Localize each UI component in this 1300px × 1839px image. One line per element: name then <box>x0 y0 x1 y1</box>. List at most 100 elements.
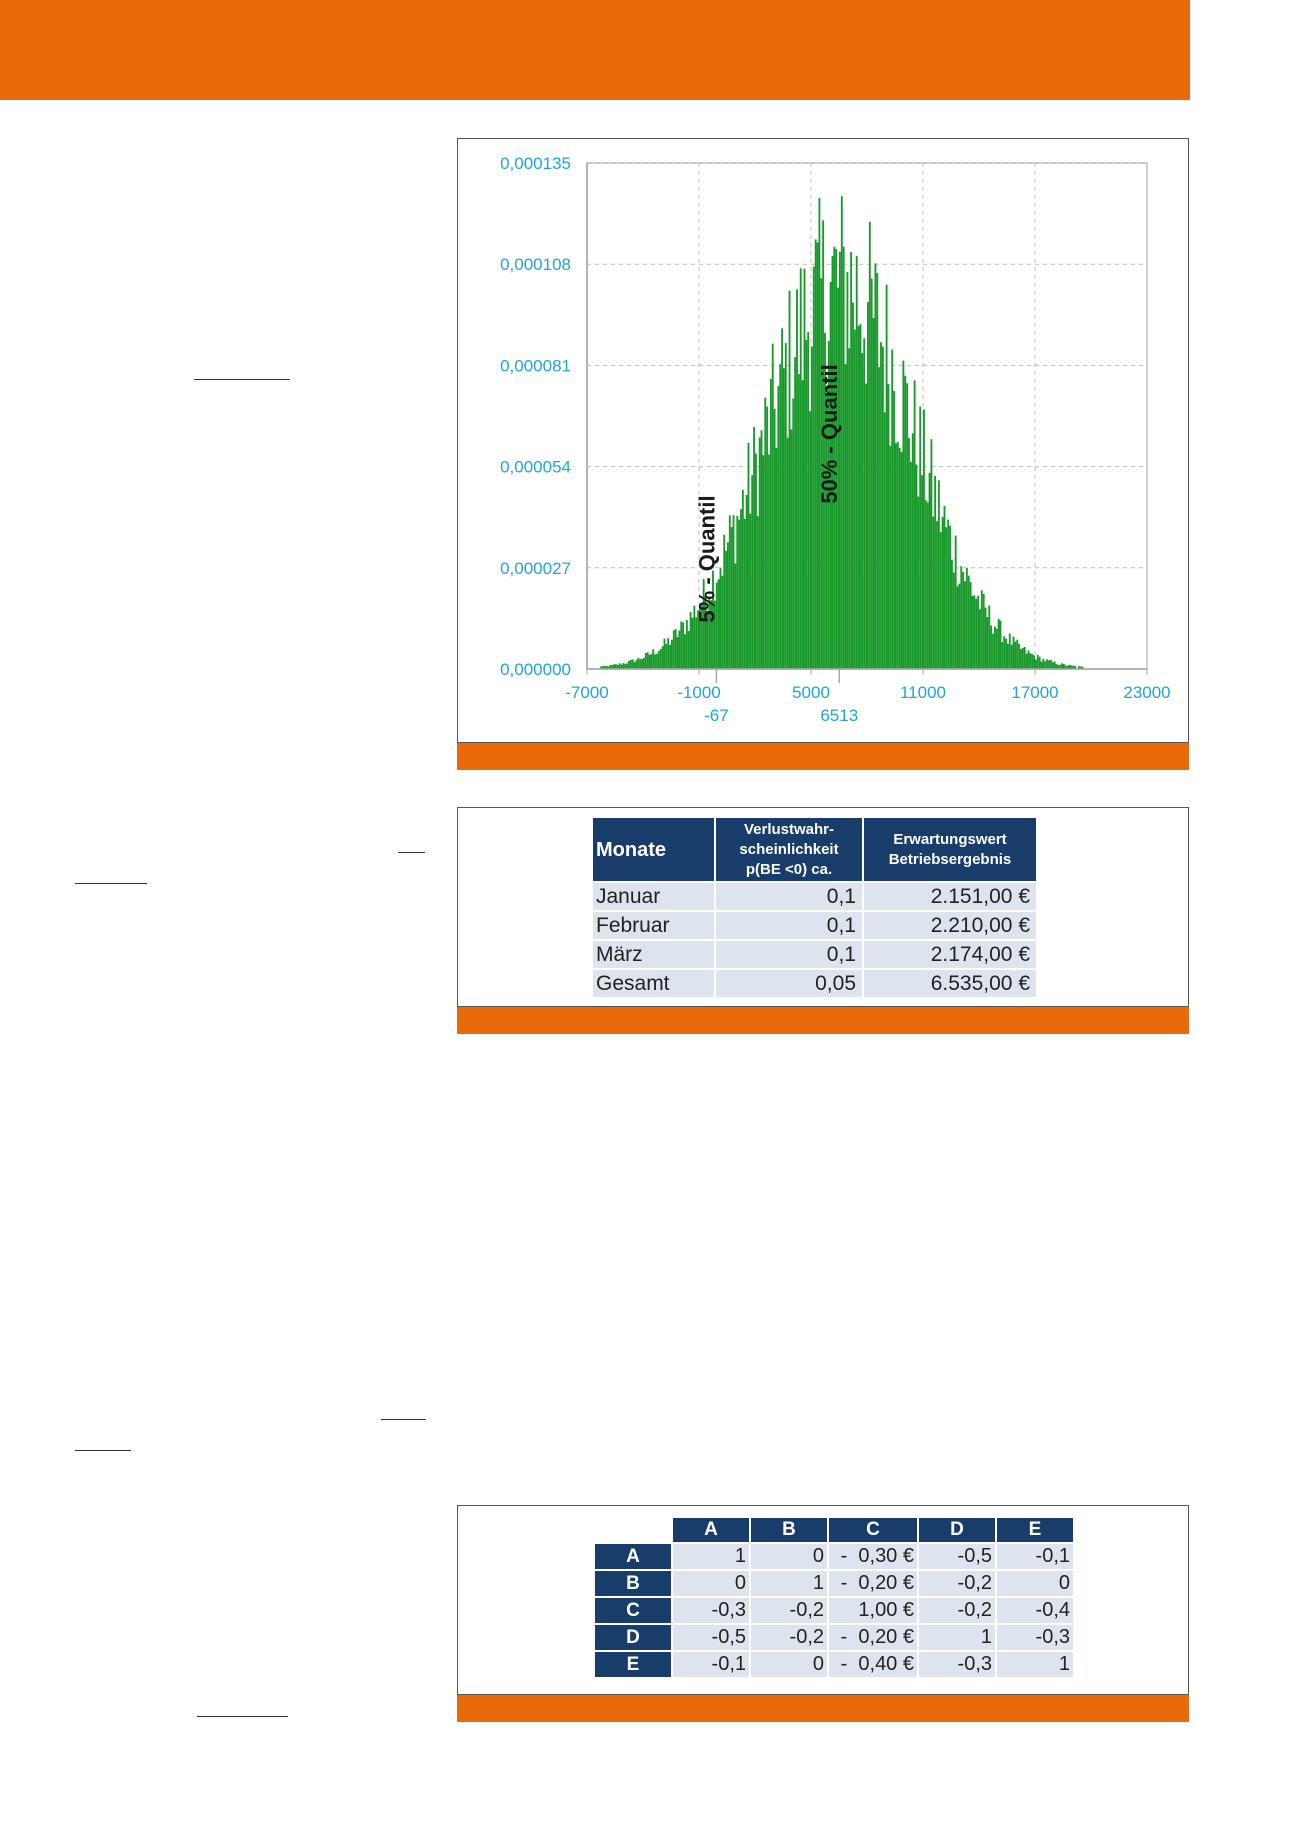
table-row: D -0,5 -0,2 - 0,20 € 1 -0,3 <box>595 1625 1073 1650</box>
histogram-bar <box>1020 648 1022 669</box>
histogram-bar <box>960 566 963 669</box>
corner-cell <box>595 1518 671 1542</box>
histogram-bar <box>993 626 996 669</box>
histogram-bar <box>844 364 847 669</box>
x-tick-label: -1000 <box>677 683 720 702</box>
histogram-bar <box>1027 650 1030 669</box>
histogram-bar <box>956 586 959 669</box>
table-header-row: Monate Verlustwahr- scheinlichkeit p(BE … <box>593 818 1036 881</box>
histogram-bar <box>1064 665 1067 669</box>
row-header: D <box>595 1625 671 1650</box>
histogram-bar <box>721 575 724 669</box>
histogram-bar <box>975 598 978 669</box>
month-cell: Februar <box>593 912 714 939</box>
histogram-bar <box>792 398 795 669</box>
histogram-bar <box>620 664 623 669</box>
histogram-bar <box>835 248 838 669</box>
y-tick-label: 0,000081 <box>500 356 571 375</box>
histogram-bar <box>816 242 819 670</box>
histogram-bar <box>1033 655 1035 669</box>
histogram-bar <box>676 636 679 669</box>
histogram-bar <box>713 600 716 669</box>
histogram-bar <box>667 638 670 669</box>
histogram-bar <box>626 663 629 669</box>
histogram-bar <box>691 617 694 669</box>
quantile-label: 5% - Quantil <box>694 495 719 622</box>
histogram-bar <box>995 628 998 669</box>
table-row: Gesamt 0,05 6.535,00 € <box>593 970 1036 997</box>
histogram-bar <box>1001 642 1004 669</box>
margin-line <box>194 379 290 380</box>
matrix-cell: -0,3 <box>997 1625 1073 1650</box>
histogram-bar <box>997 618 1000 669</box>
histogram-bar <box>1016 639 1019 669</box>
histogram-bar <box>605 665 608 669</box>
matrix-cell: -0,3 <box>673 1598 749 1623</box>
histogram-bar <box>611 664 614 669</box>
x-tick-label: 17000 <box>1011 683 1058 702</box>
histogram-bar <box>615 664 617 669</box>
histogram-bar <box>628 660 630 669</box>
histogram-bar <box>706 610 709 669</box>
histogram-bar <box>893 390 895 669</box>
histogram-bar <box>794 357 797 669</box>
histogram-bar <box>900 451 903 669</box>
matrix-cell: -0,2 <box>751 1598 827 1623</box>
histogram-bar <box>613 664 615 669</box>
histogram-bar <box>803 268 806 669</box>
histogram-bar <box>741 489 744 669</box>
histogram-bar <box>618 663 621 669</box>
matrix-cell: -0,1 <box>673 1652 749 1677</box>
matrix-cell: 1 <box>997 1652 1073 1677</box>
matrix-cell: -0,2 <box>919 1571 995 1596</box>
histogram-bar <box>799 268 802 669</box>
histogram-bar <box>764 397 767 669</box>
histogram-bar <box>622 663 625 669</box>
histogram-bar <box>607 666 610 669</box>
histogram-bar <box>1042 658 1045 669</box>
histogram-bar <box>1072 665 1075 669</box>
month-cell: Gesamt <box>593 970 714 997</box>
histogram-bar <box>928 472 931 669</box>
histogram-bar <box>1025 653 1028 669</box>
histogram-bar <box>878 367 881 669</box>
histogram-bar <box>663 638 666 669</box>
histogram-bar <box>937 480 940 669</box>
histogram-bar <box>1055 664 1058 669</box>
histogram-bar <box>861 353 864 669</box>
histogram-bar <box>708 597 711 669</box>
histogram-bar <box>685 620 688 669</box>
histogram-bar <box>637 657 640 669</box>
histogram-bar <box>1061 663 1063 669</box>
table-row: C -0,3 -0,2 1,00 € -0,2 -0,4 <box>595 1598 1073 1623</box>
histogram-bar <box>704 596 707 669</box>
histogram-bar <box>732 515 735 669</box>
histogram-bar <box>1068 664 1071 669</box>
histogram-bar <box>939 532 942 669</box>
histogram-bar <box>829 282 832 669</box>
table-row: B 0 1 - 0,20 € -0,2 0 <box>595 1571 1073 1596</box>
histogram-bar <box>769 378 772 669</box>
histogram-bar <box>958 583 961 669</box>
histogram-bar <box>643 657 645 669</box>
histogram-bar <box>837 287 839 669</box>
histogram-bar <box>1059 664 1062 669</box>
header-label: Monate <box>596 838 666 861</box>
header-cell: Erwartungswert Betriebsergebnis <box>864 818 1036 881</box>
histogram-bar <box>784 342 787 669</box>
probability-cell: 0,1 <box>716 941 862 968</box>
histogram-bar <box>697 610 699 669</box>
histogram-bar <box>749 513 752 669</box>
expected-value-cell: 2.210,00 € <box>864 912 1036 939</box>
histogram-bar <box>616 664 619 669</box>
histogram-bar <box>672 630 675 669</box>
table-row: E -0,1 0 - 0,40 € -0,3 1 <box>595 1652 1073 1677</box>
histogram-bar <box>723 534 726 669</box>
histogram-bar <box>771 343 774 669</box>
histogram-bar <box>1021 647 1024 669</box>
histogram-bar <box>648 654 651 669</box>
histogram-bar <box>712 570 714 669</box>
histogram-bar <box>865 383 867 669</box>
histogram-bar <box>693 605 696 669</box>
row-header: C <box>595 1598 671 1623</box>
